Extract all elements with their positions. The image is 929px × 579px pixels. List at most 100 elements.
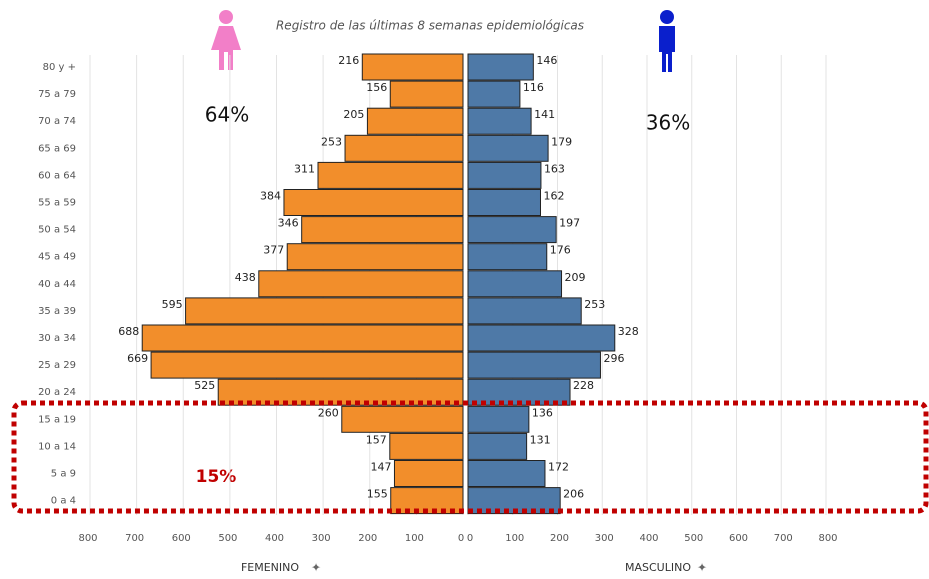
x-tick-label: 300 (595, 533, 614, 544)
value-label: 438 (235, 271, 256, 284)
x-axis-label: MASCULINO (625, 561, 691, 574)
bar (141, 324, 464, 352)
bar (467, 432, 528, 460)
bar (467, 189, 541, 216)
value-label: 296 (603, 352, 624, 365)
x-tick-label: 500 (684, 533, 703, 544)
y-tick-label: 75 a 79 (38, 89, 76, 100)
annotation: 15% (196, 467, 237, 487)
value-label: 669 (127, 352, 148, 365)
value-label: 136 (532, 406, 553, 419)
x-tick-label: 100 (505, 533, 524, 544)
bar (467, 216, 557, 244)
x-tick-label: 700 (125, 533, 144, 544)
value-label: 163 (544, 162, 565, 175)
annotation: 64% (205, 103, 249, 127)
bar (467, 405, 530, 433)
value-label: 141 (534, 108, 555, 121)
bar (467, 107, 532, 135)
bar (467, 324, 616, 352)
pin-icon: ✦ (311, 561, 321, 575)
value-label: 157 (366, 433, 387, 446)
bar (389, 80, 464, 108)
bar (467, 297, 582, 325)
value-label: 197 (559, 217, 580, 230)
chart-title: Registro de las últimas 8 semanas epidem… (276, 19, 584, 33)
value-label: 131 (530, 433, 551, 446)
bar (467, 243, 548, 271)
bar (467, 134, 549, 162)
male-icon (659, 10, 675, 72)
value-label: 260 (318, 406, 339, 419)
y-tick-label: 5 a 9 (51, 469, 76, 480)
value-label: 116 (523, 81, 544, 94)
x-tick-label: 700 (774, 533, 793, 544)
y-tick-label: 10 a 14 (38, 441, 76, 452)
bar (185, 297, 464, 325)
x-tick-label: 0 (458, 533, 464, 544)
bar (301, 216, 464, 244)
x-tick-label: 400 (265, 533, 284, 544)
value-label: 688 (118, 325, 139, 338)
x-tick-label: 200 (550, 533, 569, 544)
x-tick-label: 800 (818, 533, 837, 544)
y-tick-label: 60 a 64 (38, 170, 76, 181)
y-tick-label: 40 a 44 (38, 279, 76, 290)
y-tick-label: 30 a 34 (38, 333, 76, 344)
y-tick-label: 65 a 69 (38, 143, 76, 154)
value-label: 377 (263, 244, 284, 257)
bar (467, 53, 534, 81)
bar (467, 80, 521, 108)
y-tick-label: 55 a 59 (38, 198, 76, 209)
x-tick-label: 0 (467, 533, 473, 544)
value-label: 209 (565, 271, 586, 284)
value-label: 216 (338, 54, 359, 67)
bar (467, 460, 546, 487)
bar (366, 107, 464, 135)
value-label: 156 (366, 81, 387, 94)
value-label: 311 (294, 162, 315, 175)
value-label: 328 (618, 325, 639, 338)
value-label: 205 (343, 108, 364, 121)
y-tick-label: 45 a 49 (38, 252, 76, 263)
bar (467, 351, 601, 379)
x-tick-label: 300 (312, 533, 331, 544)
x-tick-label: 200 (358, 533, 377, 544)
value-label: 253 (321, 135, 342, 148)
y-tick-label: 20 a 24 (38, 387, 76, 398)
bar (389, 432, 464, 460)
value-label: 162 (543, 190, 564, 203)
y-tick-label: 25 a 29 (38, 360, 76, 371)
value-label: 147 (370, 461, 391, 474)
value-label: 384 (260, 190, 281, 203)
y-tick-label: 35 a 39 (38, 306, 76, 317)
annotation: 36% (646, 111, 690, 135)
y-tick-label: 0 a 4 (51, 496, 76, 507)
y-tick-label: 70 a 74 (38, 116, 76, 127)
bar (393, 460, 464, 487)
value-label: 155 (367, 488, 388, 501)
bar (341, 405, 464, 433)
value-label: 176 (550, 244, 571, 257)
value-label: 228 (573, 379, 594, 392)
bar (317, 161, 464, 189)
x-tick-label: 800 (78, 533, 97, 544)
y-tick-label: 80 y + (43, 62, 76, 73)
value-label: 595 (162, 298, 183, 311)
bar (467, 270, 563, 298)
bar (258, 270, 464, 298)
bar (344, 134, 464, 162)
x-axis-label: FEMENINO (241, 561, 299, 574)
x-tick-label: 600 (729, 533, 748, 544)
x-tick-label: 100 (405, 533, 424, 544)
x-tick-label: 400 (639, 533, 658, 544)
female-icon (211, 10, 241, 70)
bar (150, 351, 464, 379)
y-tick-label: 50 a 54 (38, 225, 76, 236)
x-tick-label: 600 (172, 533, 191, 544)
pin-icon: ✦ (697, 561, 707, 575)
value-label: 179 (551, 135, 572, 148)
value-label: 172 (548, 461, 569, 474)
bar (283, 189, 464, 216)
